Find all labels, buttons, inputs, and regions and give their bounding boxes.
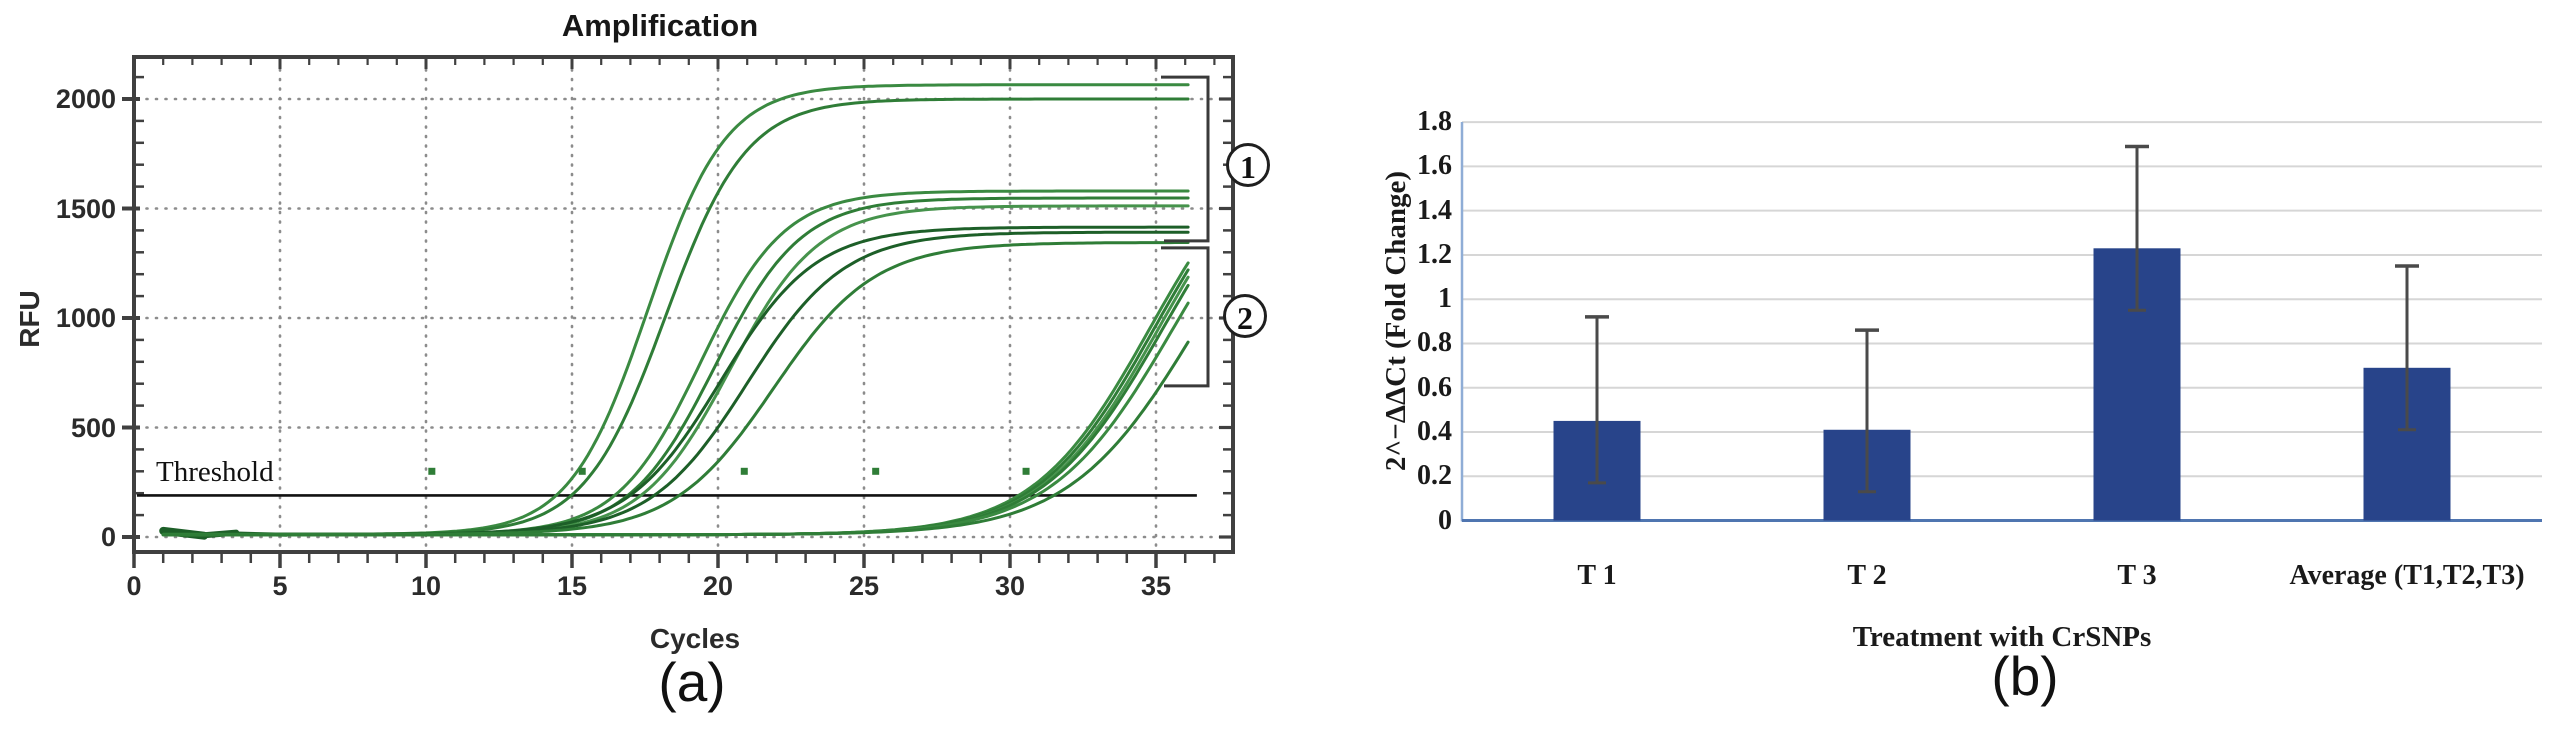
b-y-tick-label: 1.4 (1417, 194, 1452, 226)
a-x-tick-label: 15 (556, 571, 588, 601)
a-x-tick-label: 5 (272, 571, 288, 601)
panel-a-label: (a) (658, 651, 726, 713)
plot-frame (132, 55, 1235, 554)
group-2-badge: 2 (1223, 294, 1267, 338)
a-x-tick-label: 30 (994, 571, 1026, 601)
amplification-curve (161, 83, 1190, 536)
amplification-chart-title: Amplification (561, 8, 759, 43)
curve-marker-dot (578, 467, 586, 475)
a-x-tick-label: 0 (126, 571, 142, 601)
group-1-badge: 1 (1226, 143, 1270, 187)
b-y-tick-label: 1.2 (1417, 238, 1452, 270)
b-y-tick-label: 0 (1438, 504, 1452, 536)
b-y-tick-label: 0.2 (1417, 460, 1452, 492)
curve-marker-dot (1022, 467, 1030, 475)
panel-b-label: (b) (1991, 645, 2059, 707)
a-x-tick-label: 10 (410, 571, 442, 601)
threshold-label: Threshold (156, 456, 274, 488)
group-bracket (1161, 75, 1210, 243)
b-category-label: T 2 (1847, 560, 1887, 591)
amplification-curve (161, 340, 1190, 537)
a-y-tick-label: 0 (100, 522, 116, 552)
a-y-tick-label: 2000 (55, 84, 116, 114)
curve-marker-dot (872, 467, 880, 475)
a-y-tick-label: 1000 (55, 303, 116, 333)
b-y-tick-label: 0.4 (1417, 415, 1452, 447)
group-bracket (1161, 246, 1210, 388)
b-category-label: T 1 (1577, 560, 1617, 591)
amplification-curve (161, 301, 1190, 537)
b-y-tick-label: 1.8 (1417, 106, 1452, 138)
a-x-tick-label: 20 (702, 571, 734, 601)
b-category-label: T 3 (2117, 560, 2157, 591)
curve-marker-dot (740, 467, 748, 475)
amplification-curve (161, 97, 1190, 536)
a-y-tick-label: 500 (70, 412, 116, 443)
b-y-tick-label: 1 (1438, 283, 1452, 315)
a-x-tick-label: 35 (1140, 571, 1172, 601)
curve-marker-dot (428, 467, 436, 475)
b-y-tick-label: 1.6 (1417, 150, 1452, 182)
amplification-curve (161, 261, 1190, 537)
a-x-tick-label: 25 (848, 571, 880, 601)
cycles-x-axis-label: Cycles (649, 623, 741, 654)
b-y-tick-label: 0.6 (1417, 371, 1452, 403)
a-y-tick-label: 1500 (55, 193, 116, 224)
b-category-label: Average (T1,T2,T3) (2289, 560, 2525, 591)
treatment-x-axis-label: Treatment with CrSNPs (1852, 621, 2152, 653)
b-y-tick-label: 0.8 (1417, 327, 1452, 359)
